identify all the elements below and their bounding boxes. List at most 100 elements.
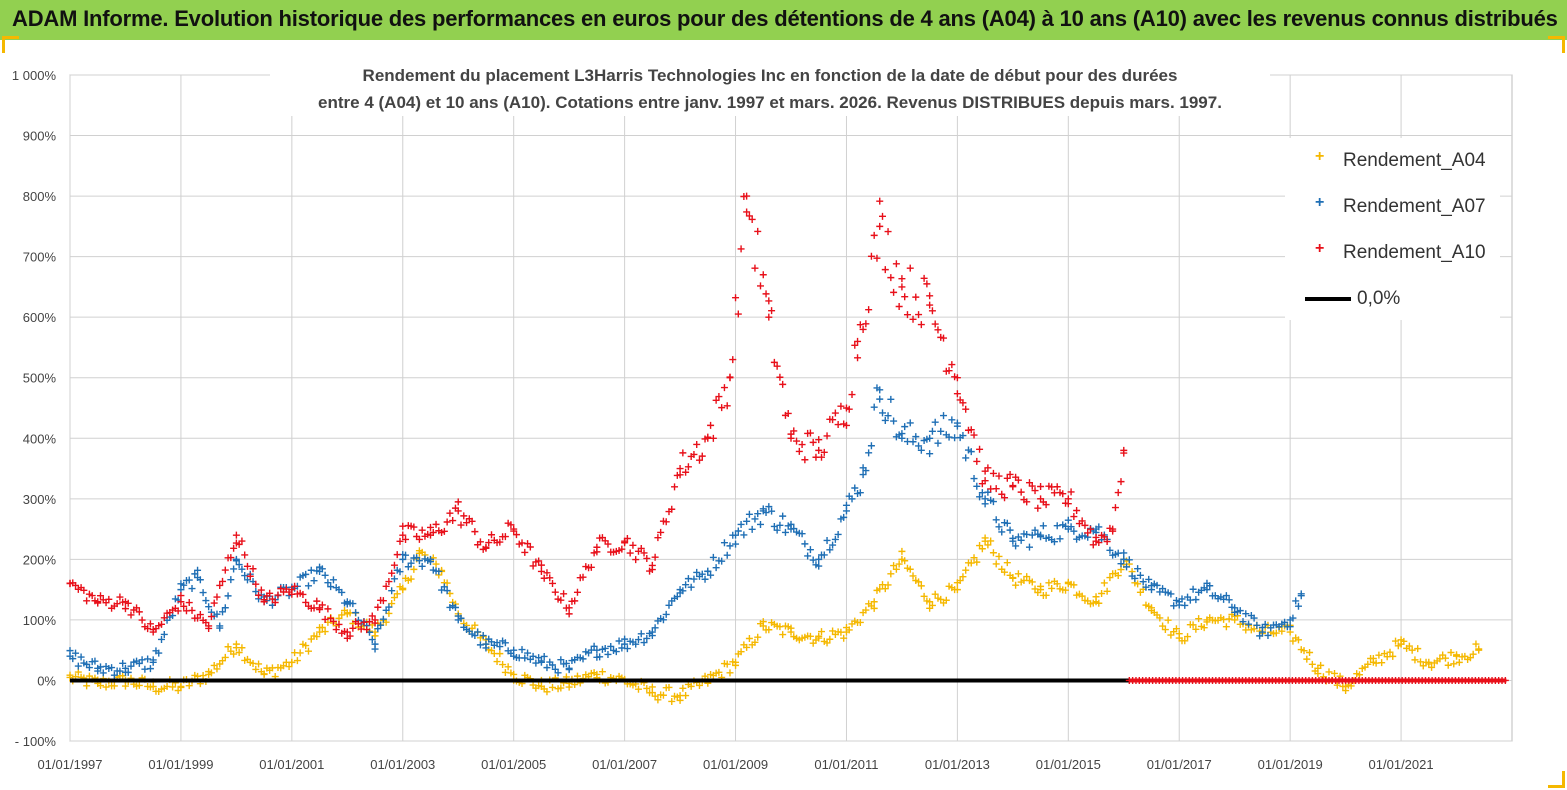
a07-point <box>238 565 246 573</box>
a10-point <box>754 227 762 235</box>
a07-point <box>765 503 773 511</box>
a10-point <box>1006 470 1014 478</box>
a07-point <box>995 523 1003 531</box>
a10-point <box>449 517 457 525</box>
a10-point <box>831 409 839 417</box>
a04-point <box>1103 587 1111 595</box>
a10-point <box>671 483 679 491</box>
a04-point <box>1014 570 1022 578</box>
a07-point <box>829 541 837 549</box>
a07-point <box>826 546 834 554</box>
a07-point <box>121 664 129 672</box>
a07-point <box>252 588 260 596</box>
a10-point <box>324 605 332 613</box>
a10-point <box>629 541 637 549</box>
a04-point <box>199 672 207 680</box>
a07-point <box>732 540 740 548</box>
a04-point <box>687 682 695 690</box>
a07-point <box>992 516 1000 524</box>
a07-point <box>1139 578 1147 586</box>
x-tick-label: 01/01/1997 <box>37 757 102 772</box>
y-tick-label: 700% <box>23 250 57 265</box>
a10-point <box>446 509 454 517</box>
legend-marker-a10: + <box>1315 240 1325 257</box>
a10-point <box>454 507 462 515</box>
a07-point <box>510 646 518 654</box>
a10-point <box>854 354 862 362</box>
a10-point <box>232 531 240 539</box>
a07-point <box>712 564 720 572</box>
a04-point <box>818 628 826 636</box>
a04-point <box>1425 658 1433 666</box>
a04-point <box>1092 598 1100 606</box>
a07-point <box>219 608 227 616</box>
a07-point <box>327 583 335 591</box>
a07-point <box>1050 538 1058 546</box>
a10-point <box>230 544 238 552</box>
a10-point <box>837 402 845 410</box>
a07-point <box>1070 527 1078 535</box>
a07-point <box>801 540 809 548</box>
a10-point <box>820 448 828 456</box>
frame-corner-top-right <box>1548 36 1565 53</box>
a10-point <box>546 574 554 582</box>
a07-point <box>940 412 948 420</box>
a07-point <box>704 567 712 575</box>
a07-point <box>612 648 620 656</box>
a07-point <box>454 616 462 624</box>
a07-point <box>1225 596 1233 604</box>
a07-point <box>230 565 238 573</box>
a07-point <box>898 434 906 442</box>
a07-point <box>1012 542 1020 550</box>
a04-point <box>238 644 246 652</box>
a07-point <box>607 642 615 650</box>
a04-point <box>1303 655 1311 663</box>
a07-point <box>637 630 645 638</box>
a04-point <box>1469 650 1477 658</box>
a07-point <box>1239 618 1247 626</box>
a04-point <box>726 669 734 677</box>
a10-point <box>1084 529 1092 537</box>
a04-point <box>235 648 243 656</box>
legend-item-zero: 0,0% <box>1285 284 1500 314</box>
a04-point <box>593 670 601 678</box>
a10-point <box>640 549 648 557</box>
a04-point <box>1100 579 1108 587</box>
a10-point <box>770 358 778 366</box>
a07-point <box>851 484 859 492</box>
x-tick-label: 01/01/1999 <box>148 757 213 772</box>
a07-point <box>648 628 656 636</box>
a07-point <box>549 661 557 669</box>
a10-point <box>729 356 737 364</box>
a07-point <box>554 669 562 677</box>
a04-point <box>995 552 1003 560</box>
a10-point <box>66 580 74 588</box>
a04-point <box>1048 584 1056 592</box>
a04-point <box>1475 646 1483 654</box>
a10-point <box>371 616 379 624</box>
a10-point <box>560 590 568 598</box>
a04-point <box>510 670 518 678</box>
a07-point <box>820 551 828 559</box>
a10-point <box>471 528 479 536</box>
a10-point <box>618 545 626 553</box>
a04-point <box>230 650 238 658</box>
a07-point <box>579 655 587 663</box>
a04-point <box>779 631 787 639</box>
a10-point <box>682 468 690 476</box>
a10-point <box>321 615 329 623</box>
a10-point <box>565 604 573 612</box>
a10-point <box>1081 521 1089 529</box>
a07-point <box>1292 597 1300 605</box>
a04-point <box>1028 578 1036 586</box>
a07-point <box>321 571 329 579</box>
header-bar: ADAM Informe. Evolution historique des p… <box>0 0 1567 40</box>
a10-point <box>88 592 96 600</box>
a10-point <box>973 457 981 465</box>
a07-point <box>521 654 529 662</box>
a04-point <box>679 684 687 692</box>
a07-point <box>926 450 934 458</box>
a10-point <box>510 525 518 533</box>
a10-point <box>97 592 105 600</box>
a07-point <box>557 656 565 664</box>
